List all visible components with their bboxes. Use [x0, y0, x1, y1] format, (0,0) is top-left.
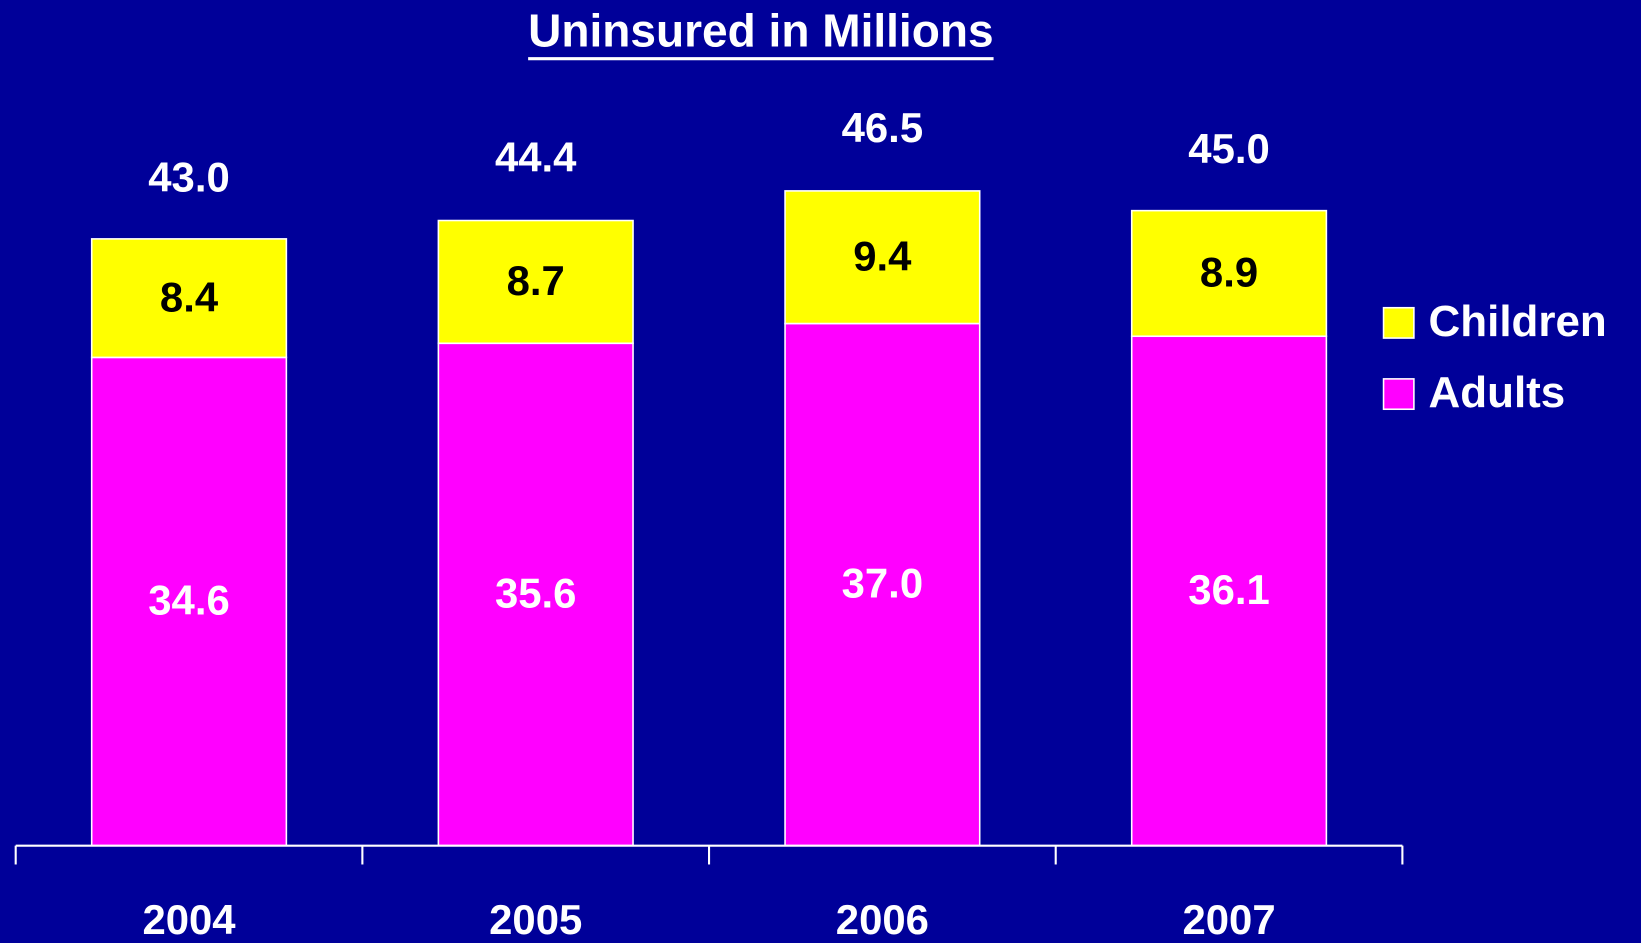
x-tick-label: 2007: [1182, 896, 1275, 943]
data-label: 36.1: [1188, 566, 1269, 613]
bar-segment: [1130, 209, 1328, 338]
legend-label: Children: [1429, 297, 1607, 346]
legend-swatch: [1382, 306, 1415, 339]
data-label: 8.7: [507, 257, 565, 304]
x-tick-label: 2004: [142, 896, 236, 943]
bar-segment: [437, 342, 634, 847]
data-label: 8.4: [160, 273, 219, 320]
chart-title: Uninsured in Millions: [528, 5, 993, 57]
data-label: 9.4: [853, 232, 912, 279]
legend-swatch: [1382, 378, 1415, 411]
total-label: 44.4: [495, 134, 577, 181]
data-label: 34.6: [148, 577, 229, 624]
bar-segment: [90, 356, 288, 847]
x-tick-label: 2006: [836, 896, 929, 943]
bar-segment: [437, 219, 634, 345]
data-label: 35.6: [495, 570, 576, 617]
total-label: 43.0: [148, 153, 229, 200]
total-label: 45.0: [1188, 125, 1269, 172]
total-label: 46.5: [842, 104, 923, 151]
legend-label: Adults: [1429, 368, 1566, 417]
bar-segment: [784, 190, 981, 325]
x-tick-label: 2005: [489, 896, 582, 943]
bar-segment: [1130, 335, 1328, 847]
bar-segment: [90, 238, 288, 359]
data-label: 37.0: [842, 560, 923, 607]
data-label: 8.9: [1200, 249, 1258, 296]
bar-segment: [784, 322, 981, 847]
